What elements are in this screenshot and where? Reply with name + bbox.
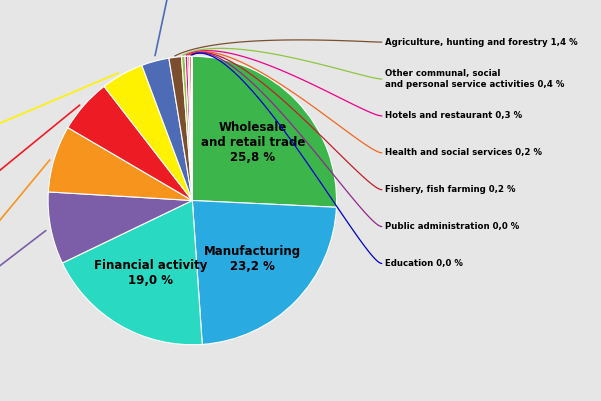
Wedge shape [182, 57, 192, 200]
Wedge shape [185, 56, 192, 200]
Wedge shape [191, 56, 192, 200]
Text: Education 0,0 %: Education 0,0 % [385, 259, 463, 268]
Text: Health and social services 0,2 %: Health and social services 0,2 % [385, 148, 542, 157]
Wedge shape [188, 56, 192, 200]
Wedge shape [104, 65, 192, 200]
Wedge shape [63, 200, 203, 345]
Wedge shape [48, 192, 192, 263]
Text: Wholesale
and retail trade
25,8 %: Wholesale and retail trade 25,8 % [201, 121, 305, 164]
Wedge shape [48, 128, 192, 200]
Wedge shape [68, 86, 192, 200]
Wedge shape [142, 58, 192, 200]
Wedge shape [189, 56, 192, 200]
Text: Manufacturing
23,2 %: Manufacturing 23,2 % [204, 245, 300, 273]
Text: Public administration 0,0 %: Public administration 0,0 % [385, 222, 519, 231]
Wedge shape [192, 56, 337, 207]
Wedge shape [169, 57, 192, 200]
Text: Fishery, fish farming 0,2 %: Fishery, fish farming 0,2 % [385, 185, 515, 194]
Text: Financial activity
19,0 %: Financial activity 19,0 % [94, 259, 207, 287]
Text: Other communal, social
and personal service activities 0,4 %: Other communal, social and personal serv… [385, 69, 564, 89]
Wedge shape [192, 200, 337, 344]
Text: Hotels and restaurant 0,3 %: Hotels and restaurant 0,3 % [385, 111, 522, 120]
Text: Agriculture, hunting and forestry 1,4 %: Agriculture, hunting and forestry 1,4 % [385, 38, 578, 47]
